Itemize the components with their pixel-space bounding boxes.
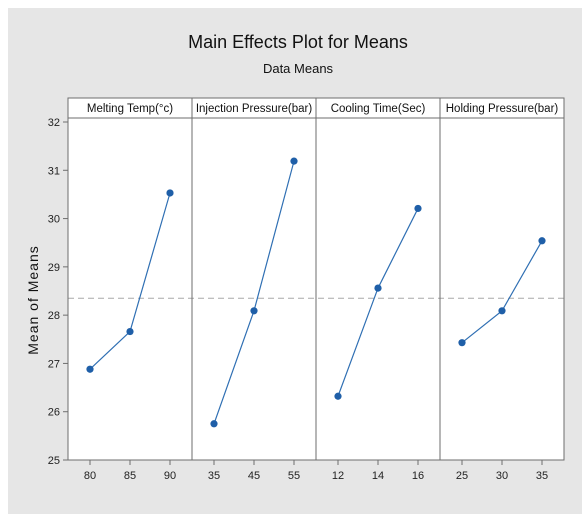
y-tick-label: 30 bbox=[48, 214, 60, 226]
data-point bbox=[126, 327, 134, 336]
data-point bbox=[374, 284, 382, 292]
data-point bbox=[250, 307, 258, 315]
y-tick-label: 27 bbox=[48, 358, 60, 370]
panel-label: Injection Pressure(bar) bbox=[196, 103, 312, 115]
y-tick-label: 32 bbox=[48, 117, 60, 129]
x-tick-label: 35 bbox=[208, 470, 220, 482]
y-tick-label: 28 bbox=[48, 310, 60, 322]
data-point bbox=[458, 339, 466, 347]
x-tick-label: 16 bbox=[412, 470, 424, 482]
panel-label: Melting Temp(°c) bbox=[87, 103, 173, 115]
y-tick-label: 29 bbox=[48, 262, 60, 274]
data-point bbox=[210, 420, 218, 428]
x-tick-label: 45 bbox=[248, 470, 260, 482]
x-tick-label: 14 bbox=[372, 470, 384, 482]
plot-area: 25 26 27 28 29 30 31 32 Melting Temp(°c) 80 85 90 In… bbox=[48, 97, 565, 482]
panel-label: Cooling Time(Sec) bbox=[331, 103, 426, 115]
data-point bbox=[414, 204, 422, 213]
x-tick-label: 90 bbox=[164, 470, 176, 482]
data-point bbox=[86, 365, 94, 373]
x-tick-label: 12 bbox=[332, 470, 344, 482]
data-point bbox=[334, 392, 342, 400]
chart-subtitle: Data Means bbox=[263, 61, 334, 76]
data-point bbox=[290, 157, 298, 165]
y-tick-label: 31 bbox=[48, 165, 60, 177]
chart-title: Main Effects Plot for Means bbox=[188, 32, 408, 52]
x-tick-label: 30 bbox=[496, 470, 508, 482]
x-tick-label: 55 bbox=[288, 470, 300, 482]
y-axis-label: Mean of Means bbox=[25, 245, 41, 355]
plot-frame bbox=[67, 97, 565, 461]
x-tick-label: 85 bbox=[124, 470, 136, 482]
x-tick-label: 35 bbox=[536, 470, 548, 482]
x-tick-label: 25 bbox=[456, 470, 468, 482]
x-tick-label: 80 bbox=[84, 470, 96, 482]
y-tick-label: 25 bbox=[48, 455, 60, 467]
data-point bbox=[498, 307, 506, 315]
y-tick-label: 26 bbox=[48, 407, 60, 419]
data-point bbox=[538, 237, 546, 245]
data-point bbox=[166, 189, 174, 197]
panel-label: Holding Pressure(bar) bbox=[446, 103, 559, 115]
